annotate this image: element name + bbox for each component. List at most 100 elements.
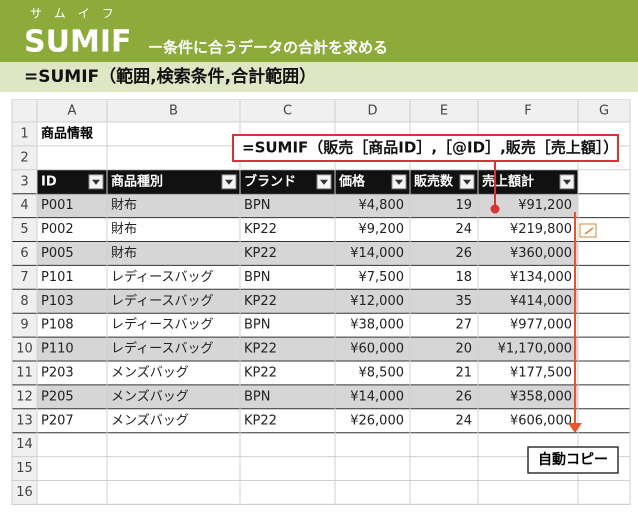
- table-header: ID: [41, 174, 57, 189]
- ruby: サムイフ: [30, 7, 126, 21]
- table-cell: ¥606,000: [510, 413, 572, 428]
- table-cell: KP22: [244, 413, 277, 428]
- row-label: 4: [20, 198, 28, 213]
- table-cell: レディースバッグ: [111, 341, 213, 357]
- filter-arrow: [225, 179, 233, 185]
- table-cell: ¥414,000: [510, 294, 572, 309]
- copy-label-box: [527, 446, 619, 474]
- column-label: G: [599, 104, 609, 119]
- table-header: ブランド: [244, 173, 296, 189]
- table-cell: レディースバッグ: [111, 293, 213, 309]
- filter-arrow: [92, 179, 100, 185]
- table-cell: ¥134,000: [510, 270, 572, 285]
- table-cell: ¥91,200: [518, 198, 572, 213]
- table-cell: BPN: [244, 389, 270, 404]
- table-cell: 26: [455, 389, 472, 404]
- subtitle: ー条件に合うデータの合計を求める: [148, 39, 388, 57]
- table-cell: 24: [455, 222, 472, 237]
- table-cell: P002: [41, 222, 74, 237]
- row-label: 3: [20, 174, 28, 189]
- table-row-bg: [37, 337, 578, 361]
- table-cell: P005: [41, 246, 74, 261]
- paste-icon-mark: [584, 227, 594, 235]
- table-cell: ¥977,000: [510, 318, 572, 333]
- table-cell: 20: [455, 342, 472, 357]
- table-cell: P103: [41, 294, 74, 309]
- row-label: 5: [20, 222, 28, 237]
- title: SUMIF: [24, 25, 131, 60]
- title-band: [0, 0, 638, 62]
- table-cell: P207: [41, 413, 74, 428]
- table-cell: P110: [41, 342, 74, 357]
- table-header: 価格: [338, 173, 366, 189]
- table-cell: ¥9,200: [359, 222, 405, 237]
- table-cell: KP22: [244, 342, 277, 357]
- table-cell: ¥219,800: [510, 222, 572, 237]
- row-label: 15: [16, 461, 33, 476]
- table-header: 売上額計: [482, 173, 534, 189]
- table-cell: KP22: [244, 365, 277, 380]
- table-cell: ¥14,000: [350, 246, 404, 261]
- table-cell: レディースバッグ: [111, 269, 213, 285]
- table-header: 商品種別: [111, 173, 163, 189]
- row-label: 13: [16, 413, 33, 428]
- table-cell: ¥38,000: [350, 318, 404, 333]
- filter-arrow: [563, 179, 571, 185]
- row-label: 12: [16, 389, 33, 404]
- column-label: C: [283, 104, 292, 119]
- table-cell: メンズバッグ: [111, 364, 189, 380]
- row-label: 9: [20, 318, 28, 333]
- table-cell: BPN: [244, 318, 270, 333]
- table-cell: ¥358,000: [510, 389, 572, 404]
- table-cell: KP22: [244, 294, 277, 309]
- table-row-bg: [37, 241, 578, 266]
- copy-arrow-head: [568, 423, 582, 433]
- filter-arrow: [395, 179, 403, 185]
- syntax: =SUMIF（範囲,検索条件,合計範囲）: [24, 66, 316, 87]
- table-cell: BPN: [244, 198, 270, 213]
- table-header-bg: [37, 169, 578, 194]
- table-row-bg: [37, 193, 578, 218]
- row-label: 2: [20, 150, 28, 165]
- table-cell: 財布: [111, 222, 137, 237]
- table-header: 販売数: [414, 173, 454, 189]
- table-cell: 財布: [111, 246, 137, 261]
- table-cell: P205: [41, 389, 74, 404]
- table-cell: ¥60,000: [350, 342, 404, 357]
- table-cell: ¥14,000: [350, 389, 404, 404]
- row-label: 14: [16, 437, 33, 452]
- table-cell: P001: [41, 198, 74, 213]
- column-label: F: [524, 104, 531, 119]
- table-cell: ¥360,000: [510, 246, 572, 261]
- table-cell: メンズバッグ: [111, 412, 189, 428]
- column-label: B: [169, 104, 178, 119]
- row-label: 6: [20, 246, 28, 261]
- table-cell: ¥1,170,000: [498, 342, 572, 357]
- table-cell: ¥4,800: [359, 198, 405, 213]
- table-cell: ¥12,000: [350, 294, 404, 309]
- row-label: 1: [20, 126, 28, 141]
- table-cell: 24: [455, 413, 472, 428]
- anchor-dot: [490, 204, 500, 214]
- column-label: A: [68, 104, 77, 119]
- row-label: 7: [20, 270, 28, 285]
- cell-a1: 商品情報: [41, 125, 94, 141]
- column-label: E: [440, 104, 448, 119]
- filter-arrow: [320, 179, 328, 185]
- table-cell: 21: [455, 365, 472, 380]
- table-cell: ¥7,500: [359, 270, 405, 285]
- table-cell: 18: [455, 270, 472, 285]
- row-label: 16: [16, 485, 33, 500]
- table-row-bg: [37, 289, 578, 314]
- table-cell: 27: [455, 318, 472, 333]
- row-label: 8: [20, 294, 28, 309]
- table-cell: レディースバッグ: [111, 317, 213, 333]
- column-label: D: [367, 104, 377, 119]
- table-cell: 財布: [111, 198, 137, 213]
- formula: =SUMIF（販売［商品ID］,［@ID］,販売［売上額］）: [242, 139, 618, 157]
- table-cell: P108: [41, 318, 74, 333]
- table-cell: 19: [455, 198, 472, 213]
- table-cell: 26: [455, 246, 472, 261]
- copy-label: 自動コピー: [538, 451, 608, 468]
